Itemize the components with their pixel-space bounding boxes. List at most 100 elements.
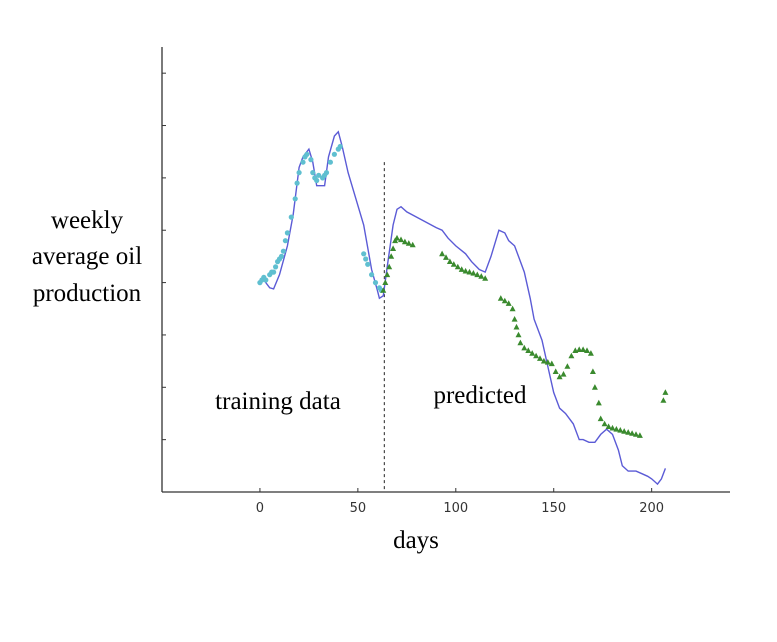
prediction-point <box>589 368 596 374</box>
prediction-point <box>521 344 528 351</box>
training-fit-point <box>292 196 298 202</box>
prediction-point <box>595 399 602 406</box>
prediction-point <box>617 427 624 433</box>
prediction-point <box>584 347 590 353</box>
prediction-point <box>454 263 461 270</box>
prediction-point <box>587 350 594 356</box>
training-fit-point <box>337 143 343 150</box>
training-fit-point <box>369 272 375 278</box>
prediction-point <box>529 350 536 356</box>
prediction-point <box>439 250 446 257</box>
prediction-point <box>629 430 636 436</box>
prediction-point <box>564 363 571 369</box>
prediction-point <box>380 287 387 293</box>
training-fit-point <box>271 269 277 275</box>
training-fit-point <box>308 157 314 163</box>
training-fit-point <box>327 159 333 165</box>
y-ticks <box>162 72 166 441</box>
prediction-point <box>613 426 620 432</box>
prediction-point <box>552 368 559 374</box>
x-tick-label: 150 <box>541 501 566 516</box>
training-fit-point <box>365 261 371 267</box>
prediction-point <box>394 234 400 241</box>
training-fit-point <box>314 177 320 184</box>
prediction-point <box>537 355 543 361</box>
training-fit-point <box>273 264 279 270</box>
actual-production-line <box>259 130 667 486</box>
prediction-point <box>405 240 412 246</box>
training-fit-point <box>282 238 288 244</box>
prediction-point <box>601 420 608 427</box>
training-fit-point <box>300 159 306 165</box>
prediction-point <box>390 245 397 251</box>
prediction-point <box>388 253 395 259</box>
prediction-point <box>511 316 518 322</box>
prediction-point <box>513 323 520 330</box>
training-fit-point <box>372 280 379 286</box>
prediction-point <box>482 275 489 281</box>
prediction-point <box>662 389 669 395</box>
prediction-point <box>625 429 632 435</box>
y-axis-label-line-2: average oil <box>32 243 142 270</box>
prediction-point <box>633 431 639 437</box>
prediction-point <box>533 352 540 359</box>
prediction-point <box>443 254 449 260</box>
prediction-point <box>458 266 465 272</box>
y-axis-label-line-3: production <box>33 280 142 307</box>
prediction-point <box>478 273 485 279</box>
prediction-point <box>401 238 408 245</box>
series-layer <box>257 130 669 486</box>
training-fit-point <box>331 151 337 157</box>
training-fit-point <box>363 256 369 262</box>
prediction-point <box>556 373 563 380</box>
prediction-point <box>384 271 391 278</box>
training-fit-point <box>278 253 285 259</box>
x-axis-label: days <box>393 527 439 554</box>
prediction-point <box>605 423 612 429</box>
prediction-point <box>636 432 643 438</box>
x-tick-label: 50 <box>350 501 367 516</box>
x-ticks: 0 50 100 150 200 <box>256 488 664 516</box>
axes <box>161 47 730 493</box>
prediction-point <box>544 359 551 365</box>
prediction-point <box>450 261 457 267</box>
training-fit-point <box>323 170 330 176</box>
prediction-point <box>621 428 628 434</box>
training-fit-point <box>310 170 316 176</box>
x-tick-label: 100 <box>443 501 468 516</box>
training-fit-point <box>296 170 302 176</box>
prediction-point <box>540 357 547 364</box>
training-fit-point <box>316 172 322 178</box>
prediction-point <box>497 295 504 301</box>
y-axis-label-line-1: weekly <box>51 207 124 234</box>
prediction-point <box>597 415 604 422</box>
x-tick-label: 200 <box>639 501 664 516</box>
predicted-annotation: predicted <box>433 382 527 409</box>
training-fit-point <box>294 180 300 186</box>
prediction-point <box>515 331 522 338</box>
prediction-point <box>470 270 477 276</box>
prediction-point <box>386 263 393 270</box>
prediction-point <box>560 371 567 377</box>
prediction-point <box>501 297 508 304</box>
x-tick-label: 0 <box>256 501 264 516</box>
prediction-point <box>398 236 404 243</box>
prediction-point <box>409 241 416 248</box>
prediction-point <box>382 279 389 285</box>
prediction-point <box>576 346 583 352</box>
prediction-point <box>474 271 481 278</box>
training-fit-point <box>263 277 269 283</box>
prediction-point <box>446 258 453 264</box>
prediction-point <box>505 300 512 306</box>
prediction-point <box>568 352 575 359</box>
training-fit-point <box>284 230 290 236</box>
prediction-point <box>525 347 532 353</box>
prediction-point <box>517 339 524 346</box>
prediction-point <box>591 384 598 390</box>
prediction-point <box>660 397 667 403</box>
training-data-annotation: training data <box>215 388 341 415</box>
prediction-point <box>509 305 516 312</box>
training-fit-point <box>288 214 294 220</box>
